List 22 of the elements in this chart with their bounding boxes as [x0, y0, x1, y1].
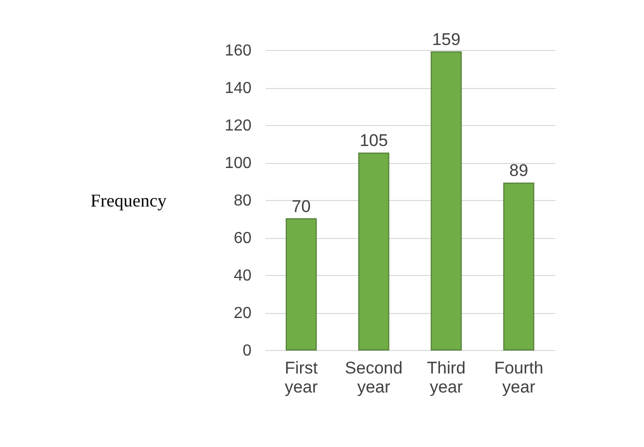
y-tick-label: 40	[234, 268, 252, 284]
bar	[358, 152, 390, 350]
y-tick-label: 0	[242, 342, 252, 360]
data-label: 89	[509, 161, 528, 180]
bar	[286, 218, 317, 350]
y-axis-title: Frequency	[90, 190, 166, 210]
x-tick-label: First year	[284, 358, 318, 396]
y-tick-label: 100	[224, 155, 252, 172]
x-tick-label: Fourth year	[494, 358, 544, 396]
x-tick-label: Third year	[426, 358, 466, 396]
y-tick-label: 20	[234, 305, 252, 322]
y-tick-label: 140	[224, 80, 252, 97]
data-label: 70	[292, 196, 311, 216]
bar	[503, 182, 534, 350]
y-tick-label: 120	[224, 118, 252, 134]
data-label: 105	[360, 131, 388, 150]
data-label: 159	[432, 30, 460, 49]
y-tick-label: 60	[234, 230, 252, 247]
y-tick-label: 160	[224, 42, 252, 60]
y-tick-label: 80	[234, 192, 252, 210]
bar	[430, 51, 462, 350]
x-tick-label: Second year	[344, 358, 403, 396]
